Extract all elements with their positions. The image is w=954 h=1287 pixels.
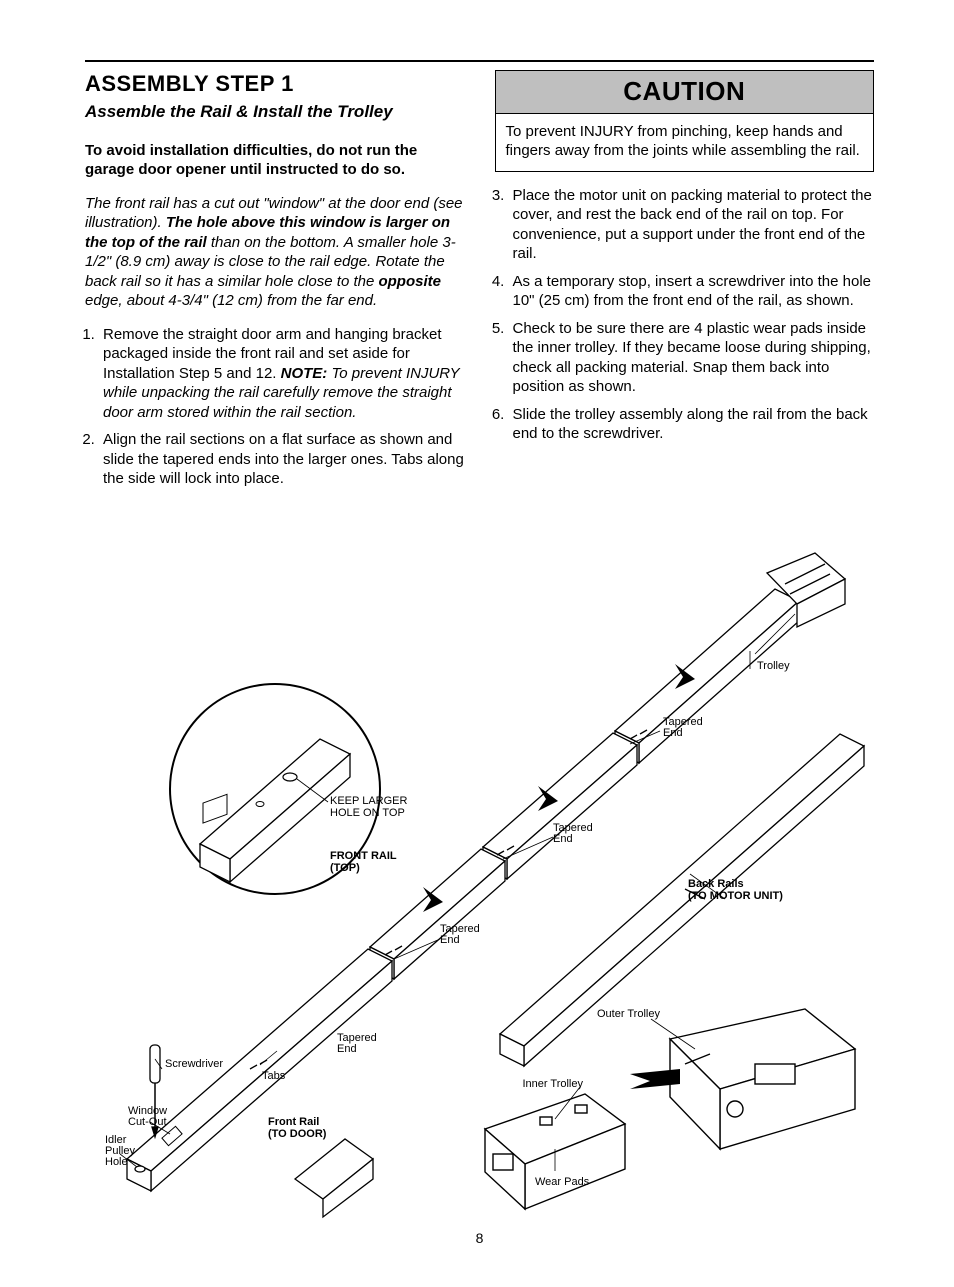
- assembly-diagram: KEEP LARGER HOLE ON TOP FRONT RAIL (TOP): [85, 509, 875, 1219]
- right-column: CAUTION To prevent INJURY from pinching,…: [495, 70, 875, 497]
- left-column: ASSEMBLY STEP 1 Assemble the Rail & Inst…: [85, 70, 465, 497]
- label-keep-larger: KEEP LARGER HOLE ON TOP: [330, 795, 411, 819]
- step-1: Remove the straight door arm and hanging…: [99, 325, 465, 423]
- bold-warning: To avoid installation difficulties, do n…: [85, 141, 465, 180]
- rail-back-2: [483, 733, 637, 879]
- step-1-note-label: NOTE:: [281, 365, 328, 382]
- step-3: Place the motor unit on packing material…: [509, 186, 875, 264]
- label-tapered-4: Tapered End: [337, 1032, 380, 1055]
- caution-body: To prevent INJURY from pinching, keep ha…: [496, 114, 874, 171]
- two-column-layout: ASSEMBLY STEP 1 Assemble the Rail & Inst…: [85, 70, 874, 497]
- label-tapered-2: Tapered End: [553, 822, 596, 845]
- label-back-rails: Back Rails (TO MOTOR UNIT): [688, 878, 783, 902]
- label-trolley: Trolley: [757, 660, 790, 672]
- step-subtitle: Assemble the Rail & Install the Trolley: [85, 101, 465, 123]
- rail-back-1: [615, 553, 845, 763]
- step-5: Check to be sure there are 4 plastic wea…: [509, 319, 875, 397]
- label-tabs: Tabs: [262, 1070, 286, 1082]
- label-screwdriver: Screwdriver: [165, 1058, 223, 1070]
- caution-title: CAUTION: [496, 71, 874, 114]
- intro-bold-2: opposite: [378, 273, 441, 290]
- diagram-svg: KEEP LARGER HOLE ON TOP FRONT RAIL (TOP): [85, 509, 875, 1219]
- step-6: Slide the trolley assembly along the rai…: [509, 405, 875, 444]
- step-title: ASSEMBLY STEP 1: [85, 70, 465, 99]
- outer-trolley-drawing: [670, 1009, 855, 1149]
- step-4: As a temporary stop, insert a screwdrive…: [509, 272, 875, 311]
- intro-paragraph: The front rail has a cut out "window" at…: [85, 194, 465, 311]
- step-2: Align the rail sections on a flat surfac…: [99, 430, 465, 489]
- intro-post: edge, about 4-3/4" (12 cm) from the far …: [85, 292, 377, 309]
- label-tapered-3: Tapered End: [440, 923, 483, 946]
- manual-page: ASSEMBLY STEP 1 Assemble the Rail & Inst…: [0, 0, 954, 1287]
- page-number: 8: [85, 1229, 874, 1247]
- label-outer-trolley: Outer Trolley: [597, 1008, 660, 1020]
- caution-box: CAUTION To prevent INJURY from pinching,…: [495, 70, 875, 172]
- label-window: Window Cut-Out: [128, 1105, 170, 1128]
- steps-list-left: Remove the straight door arm and hanging…: [85, 325, 465, 489]
- top-rule: [85, 60, 874, 62]
- detail-circle: KEEP LARGER HOLE ON TOP FRONT RAIL (TOP): [170, 684, 411, 894]
- label-tapered-1: Tapered End: [663, 716, 706, 739]
- label-front-rail-top: FRONT RAIL (TOP): [330, 850, 399, 874]
- rail-front: [127, 949, 392, 1217]
- label-front-rail: Front Rail (TO DOOR): [268, 1116, 327, 1140]
- steps-list-right: Place the motor unit on packing material…: [495, 186, 875, 444]
- label-inner-trolley: Inner Trolley: [522, 1078, 583, 1090]
- label-wear-pads: Wear Pads: [535, 1176, 590, 1188]
